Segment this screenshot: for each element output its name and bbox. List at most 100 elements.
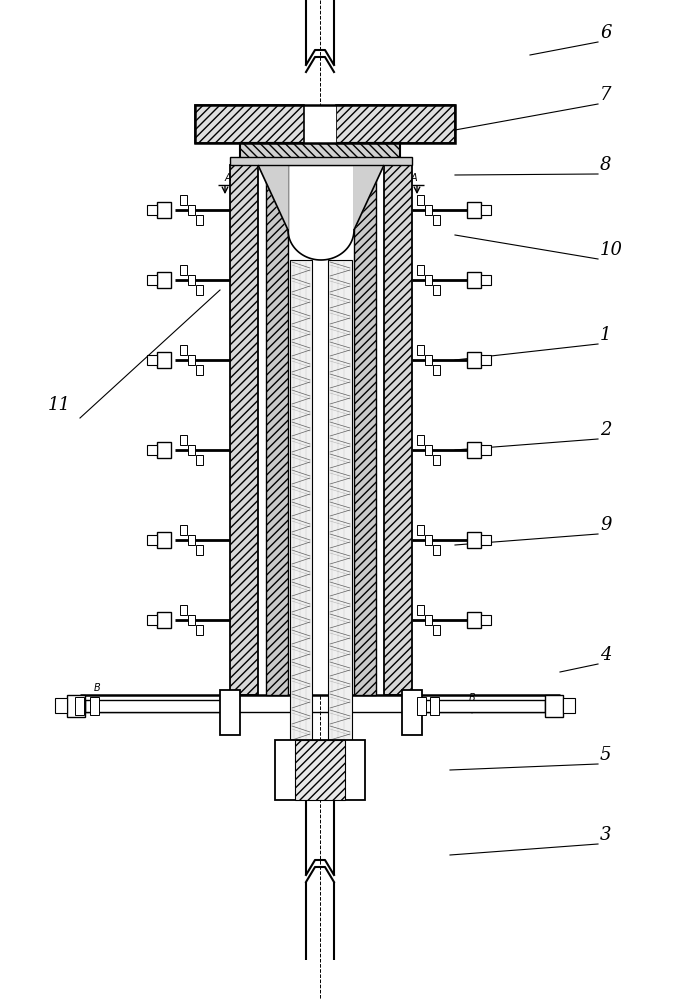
Bar <box>433 455 440 465</box>
Text: 6: 6 <box>600 24 612 42</box>
Bar <box>230 157 412 165</box>
Bar <box>417 435 424 445</box>
Bar <box>545 695 563 717</box>
Bar <box>467 352 481 368</box>
Text: 1: 1 <box>600 326 612 344</box>
Bar <box>220 690 240 735</box>
Text: 3: 3 <box>600 826 612 844</box>
Bar <box>157 532 171 548</box>
Bar <box>195 105 304 143</box>
Bar <box>425 355 432 365</box>
Bar <box>433 625 440 635</box>
Bar <box>417 345 424 355</box>
Bar <box>336 105 455 143</box>
Bar <box>147 355 157 365</box>
Bar <box>180 435 187 445</box>
Text: 8: 8 <box>600 156 612 174</box>
Bar <box>196 285 203 295</box>
Bar <box>481 535 491 545</box>
Bar <box>433 545 440 555</box>
Bar <box>196 545 203 555</box>
Bar <box>147 445 157 455</box>
Bar <box>417 525 424 535</box>
Bar <box>417 697 426 715</box>
Bar <box>328 260 352 795</box>
Text: 11: 11 <box>48 396 71 414</box>
Bar <box>147 275 157 285</box>
Bar <box>147 205 157 215</box>
Bar <box>433 285 440 295</box>
Bar <box>417 195 424 205</box>
Bar <box>157 442 171 458</box>
Bar <box>266 165 288 695</box>
Text: A: A <box>224 173 231 183</box>
Bar <box>467 272 481 288</box>
Bar <box>384 165 412 695</box>
Bar <box>425 275 432 285</box>
Text: 9: 9 <box>600 516 612 534</box>
Bar <box>417 265 424 275</box>
Bar <box>467 442 481 458</box>
Bar <box>188 535 195 545</box>
Bar <box>188 615 195 625</box>
Text: A: A <box>411 173 418 183</box>
Bar <box>157 612 171 628</box>
Bar <box>481 615 491 625</box>
Bar <box>433 215 440 225</box>
Bar <box>147 615 157 625</box>
Bar <box>467 532 481 548</box>
Text: 7: 7 <box>600 86 612 104</box>
Bar <box>180 525 187 535</box>
Bar <box>304 105 336 143</box>
Bar <box>481 205 491 215</box>
Text: B: B <box>468 693 475 703</box>
Bar <box>90 697 99 715</box>
Text: 2: 2 <box>600 421 612 439</box>
Bar <box>180 265 187 275</box>
Bar <box>467 202 481 218</box>
Bar <box>188 275 195 285</box>
Bar <box>425 615 432 625</box>
Bar <box>188 205 195 215</box>
Text: 5: 5 <box>600 746 612 764</box>
Bar <box>196 455 203 465</box>
Text: 10: 10 <box>600 241 623 259</box>
Bar <box>425 445 432 455</box>
Bar <box>147 535 157 545</box>
Bar <box>180 195 187 205</box>
Bar <box>157 352 171 368</box>
Bar <box>417 605 424 615</box>
Bar <box>180 345 187 355</box>
Bar <box>75 697 84 715</box>
Bar <box>85 700 230 712</box>
Bar <box>157 272 171 288</box>
Bar <box>230 165 258 695</box>
Bar <box>188 355 195 365</box>
Bar <box>67 695 85 717</box>
Bar <box>290 260 312 795</box>
Bar <box>412 700 545 712</box>
Bar <box>402 690 422 735</box>
Bar <box>196 215 203 225</box>
Text: B: B <box>94 683 100 693</box>
Polygon shape <box>354 165 384 230</box>
Bar <box>157 202 171 218</box>
Bar <box>563 698 575 713</box>
Bar <box>188 445 195 455</box>
Text: 4: 4 <box>600 646 612 664</box>
Bar <box>481 275 491 285</box>
Bar <box>425 535 432 545</box>
Bar <box>467 612 481 628</box>
Bar <box>295 740 345 800</box>
Bar <box>275 740 365 800</box>
Bar <box>195 105 455 143</box>
Bar <box>55 698 67 713</box>
Bar <box>425 205 432 215</box>
Bar <box>180 605 187 615</box>
Bar <box>481 445 491 455</box>
Bar <box>354 165 376 695</box>
Bar <box>481 355 491 365</box>
Polygon shape <box>258 165 288 230</box>
Bar <box>430 697 439 715</box>
Bar <box>196 625 203 635</box>
